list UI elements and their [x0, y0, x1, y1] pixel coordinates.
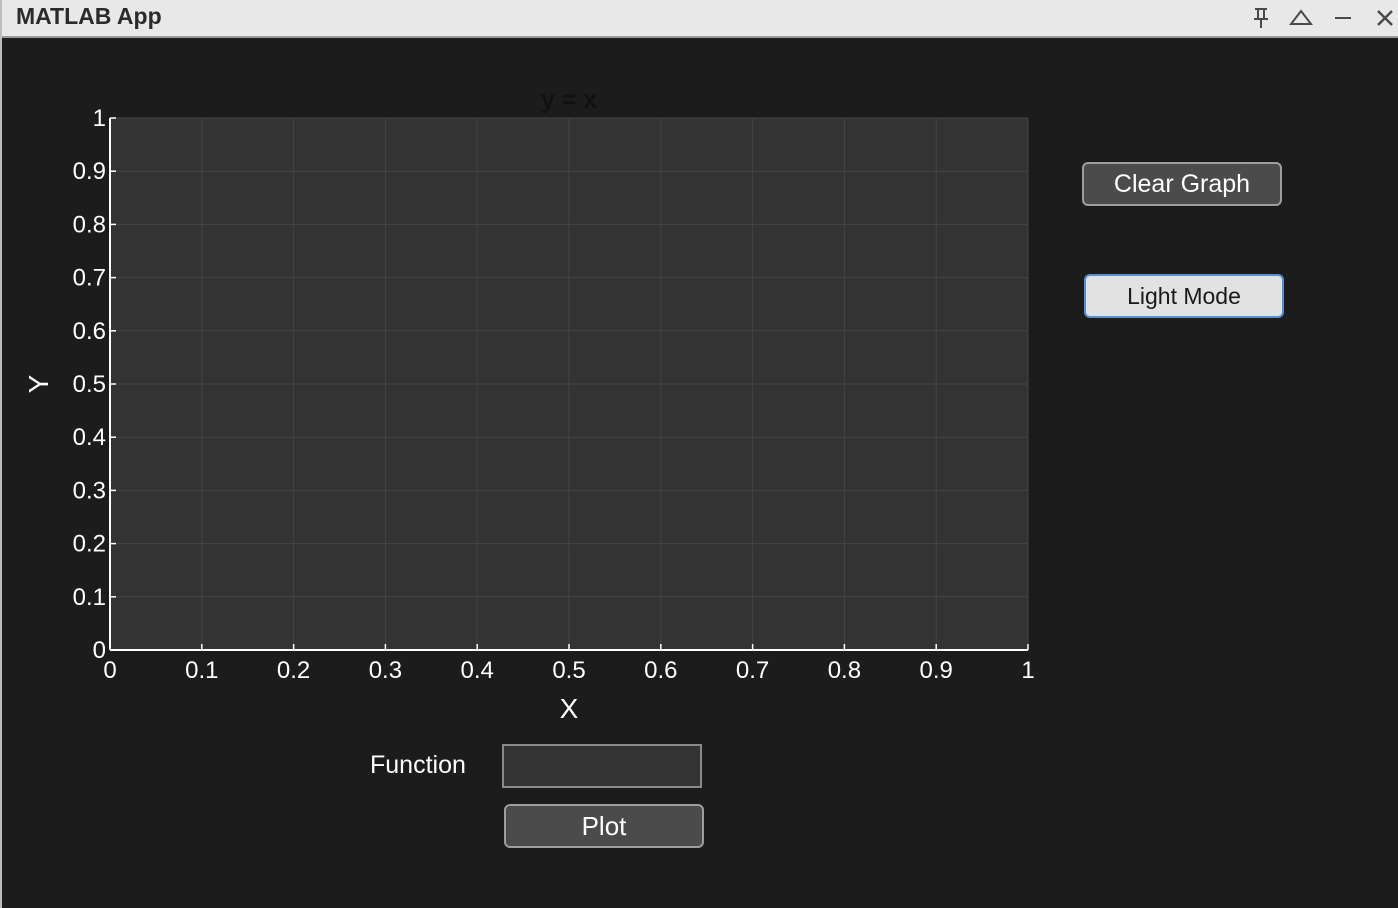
x-tick-label: 0.2 — [277, 657, 310, 684]
y-tick-label: 0.4 — [73, 424, 106, 451]
y-tick-label: 0.2 — [73, 531, 106, 558]
y-tick-label: 0.3 — [73, 477, 106, 504]
ticks: 0 0.1 0.2 0.3 0.4 0.5 0.6 0.7 0.8 0.9 1 0 0.1 0.2 0.3 0… — [73, 105, 1035, 684]
y-tick-label: 0 — [93, 637, 106, 664]
y-tick-label: 0.6 — [73, 318, 106, 345]
x-tick-label: 0.5 — [552, 657, 585, 684]
x-tick-label: 0 — [103, 657, 116, 684]
y-tick-label: 0.5 — [73, 371, 106, 398]
light-mode-button[interactable]: Light Mode — [1084, 274, 1284, 318]
x-tick-label: 1 — [1021, 657, 1034, 684]
window-title: MATLAB App — [16, 3, 162, 29]
chart-title: y = x — [541, 86, 597, 114]
x-tick-label: 0.8 — [828, 657, 861, 684]
function-input[interactable] — [502, 744, 702, 788]
y-tick-label: 0.8 — [73, 211, 106, 238]
x-tick-label: 0.7 — [736, 657, 769, 684]
pin-icon[interactable] — [1246, 3, 1276, 33]
y-tick-label: 0.9 — [73, 158, 106, 185]
x-axis-label: X — [560, 693, 579, 724]
y-axis-label: Y — [23, 374, 54, 393]
x-tick-label: 0.3 — [369, 657, 402, 684]
x-tick-label: 0.9 — [920, 657, 953, 684]
close-icon[interactable] — [1370, 3, 1398, 33]
y-tick-label: 1 — [93, 105, 106, 132]
x-tick-label: 0.4 — [461, 657, 494, 684]
x-tick-label: 0.6 — [644, 657, 677, 684]
y-tick-label: 0.1 — [73, 584, 106, 611]
title-bar: MATLAB App — [2, 0, 1398, 38]
plot-button[interactable]: Plot — [504, 804, 704, 848]
minimize-icon[interactable] — [1328, 3, 1358, 33]
maximize-icon[interactable] — [1286, 3, 1316, 33]
y-tick-label: 0.7 — [73, 265, 106, 292]
function-label: Function — [370, 751, 466, 779]
axes-chart[interactable]: 0 0.1 0.2 0.3 0.4 0.5 0.6 0.7 0.8 0.9 1 0 0.1 0.2 0.3 0… — [2, 40, 1062, 740]
clear-graph-button[interactable]: Clear Graph — [1082, 162, 1282, 206]
x-tick-label: 0.1 — [185, 657, 218, 684]
